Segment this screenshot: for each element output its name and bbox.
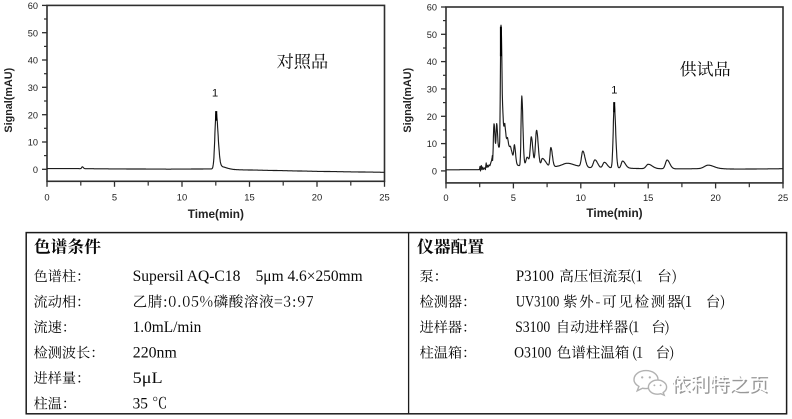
- svg-text:20: 20: [710, 192, 720, 203]
- svg-text:10: 10: [427, 139, 437, 149]
- svg-text:40: 40: [427, 57, 437, 67]
- svg-text:15: 15: [244, 192, 254, 203]
- svg-text:UV3100: UV3100: [516, 294, 560, 311]
- svg-text:0: 0: [443, 192, 448, 203]
- svg-text:50: 50: [427, 30, 437, 40]
- svg-text:5: 5: [511, 192, 516, 203]
- svg-text:15: 15: [643, 192, 653, 203]
- svg-text:10: 10: [576, 192, 586, 203]
- svg-text:1: 1: [611, 84, 617, 96]
- svg-text:20: 20: [312, 192, 322, 203]
- svg-text:25: 25: [778, 192, 788, 203]
- svg-text:35: 35: [133, 396, 149, 413]
- svg-text:Signal(mAU): Signal(mAU): [3, 67, 15, 132]
- svg-text:5μL: 5μL: [133, 370, 163, 387]
- svg-text:Time(min): Time(min): [586, 206, 642, 220]
- svg-text:10: 10: [177, 192, 187, 203]
- svg-text:5μm 4.6×250mm: 5μm 4.6×250mm: [256, 268, 363, 285]
- svg-text:25: 25: [379, 192, 389, 203]
- svg-text:Supersil AQ-C18: Supersil AQ-C18: [133, 268, 241, 285]
- svg-text:60: 60: [28, 1, 38, 11]
- svg-text:S3100: S3100: [515, 319, 551, 336]
- svg-text:30: 30: [427, 85, 437, 95]
- svg-text:50: 50: [28, 28, 38, 38]
- svg-text:1.0mL/min: 1.0mL/min: [133, 319, 202, 336]
- svg-text:10: 10: [28, 138, 38, 148]
- svg-text:220nm: 220nm: [133, 345, 177, 362]
- svg-text:0: 0: [432, 167, 437, 177]
- svg-text:0: 0: [44, 192, 49, 203]
- svg-text:O3100: O3100: [514, 345, 552, 362]
- svg-text:40: 40: [28, 56, 38, 66]
- svg-text:20: 20: [427, 112, 437, 122]
- svg-text:P3100: P3100: [516, 268, 554, 285]
- svg-text:Time(min): Time(min): [188, 207, 244, 221]
- svg-text:0: 0: [33, 165, 38, 175]
- svg-text:1: 1: [212, 87, 218, 99]
- svg-text:60: 60: [427, 3, 437, 13]
- svg-text:20: 20: [28, 110, 38, 120]
- svg-text:5: 5: [112, 192, 117, 203]
- svg-text:Signal(mAU): Signal(mAU): [402, 67, 414, 132]
- svg-text:30: 30: [28, 83, 38, 93]
